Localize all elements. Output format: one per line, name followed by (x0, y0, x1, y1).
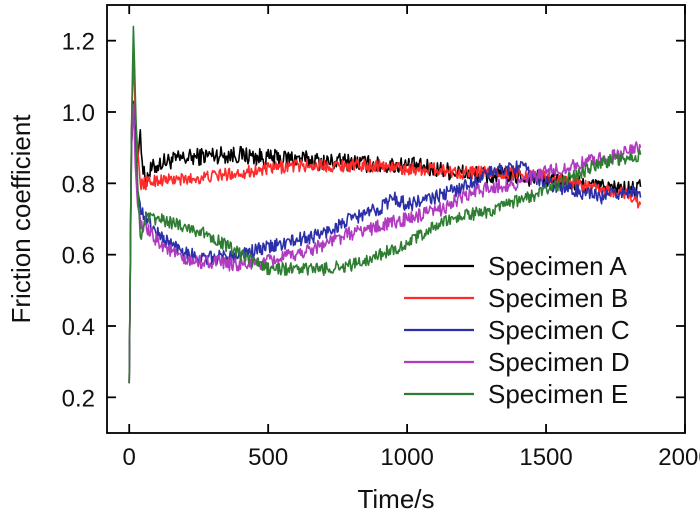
axis-ticks (107, 5, 686, 433)
series-line-specimen-b (128, 57, 642, 384)
x-tick-label: 0 (123, 444, 136, 471)
y-tick-label: 0.4 (62, 314, 95, 341)
y-tick-label: 0.6 (62, 243, 95, 270)
legend-label: Specimen B (488, 283, 628, 313)
legend-label: Specimen E (488, 379, 628, 409)
x-axis-title: Time/s (357, 484, 434, 514)
y-tick-label: 0.8 (62, 171, 95, 198)
x-tick-label: 1000 (380, 444, 433, 471)
legend-label: Specimen A (488, 251, 627, 281)
plot-lines (128, 25, 642, 384)
series-line-specimen-d (128, 104, 642, 384)
x-tick-label: 1500 (519, 444, 572, 471)
legend-label: Specimen D (488, 347, 630, 377)
y-axis-title: Friction coefficient (6, 114, 36, 324)
plot-frame (106, 4, 686, 434)
y-tick-label: 1.2 (62, 29, 95, 56)
y-tick-label: 1.0 (62, 100, 95, 127)
x-tick-label: 500 (248, 444, 288, 471)
legend-label: Specimen C (488, 315, 630, 345)
series-line-specimen-e (128, 25, 642, 384)
y-tick-label: 0.2 (62, 385, 95, 412)
